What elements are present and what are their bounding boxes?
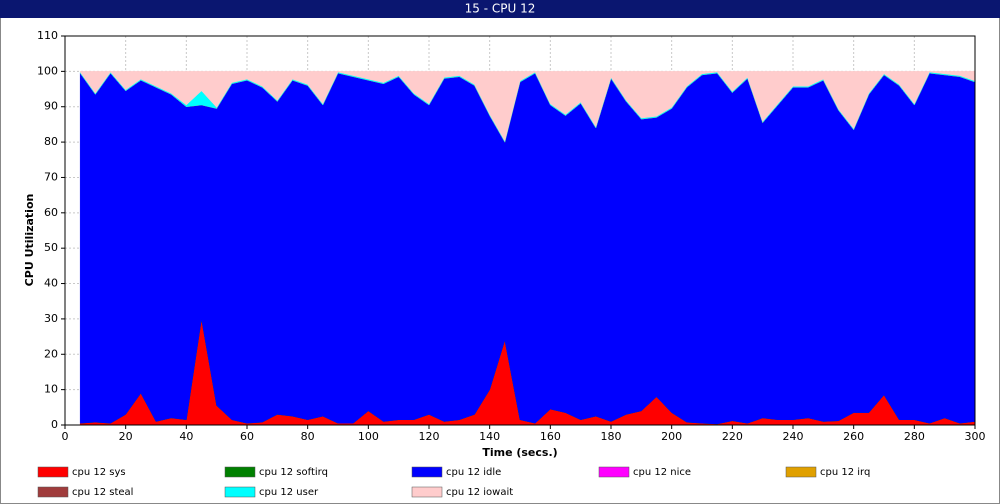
y-tick-label: 10 xyxy=(44,383,58,396)
title-bar xyxy=(0,0,1000,18)
legend-label: cpu 12 sys xyxy=(72,467,126,478)
x-tick-label: 20 xyxy=(119,430,133,443)
x-tick-label: 180 xyxy=(601,430,622,443)
legend-swatch xyxy=(411,466,443,478)
legend-swatch xyxy=(37,486,69,498)
x-tick-label: 140 xyxy=(479,430,500,443)
x-axis-label: Time (secs.) xyxy=(482,446,557,459)
legend-label: cpu 12 iowait xyxy=(446,487,513,498)
legend-label: cpu 12 nice xyxy=(633,467,691,478)
legend-swatch xyxy=(37,466,69,478)
x-tick-label: 220 xyxy=(722,430,743,443)
legend-label: cpu 12 steal xyxy=(72,487,133,498)
legend-swatch xyxy=(224,466,256,478)
legend-label: cpu 12 softirq xyxy=(259,467,328,478)
y-tick-label: 80 xyxy=(44,135,58,148)
y-tick-label: 40 xyxy=(44,277,58,290)
legend-label: cpu 12 idle xyxy=(446,467,501,478)
x-tick-label: 300 xyxy=(965,430,986,443)
x-tick-label: 200 xyxy=(661,430,682,443)
area xyxy=(79,72,976,425)
y-tick-label: 60 xyxy=(44,206,58,219)
x-tick-label: 160 xyxy=(540,430,561,443)
legend-label: cpu 12 irq xyxy=(820,467,870,478)
legend-swatch xyxy=(785,466,817,478)
x-tick-label: 240 xyxy=(783,430,804,443)
x-tick-label: 60 xyxy=(240,430,254,443)
y-tick-label: 50 xyxy=(44,241,58,254)
x-tick-label: 40 xyxy=(179,430,193,443)
x-tick-label: 260 xyxy=(843,430,864,443)
y-tick-label: 90 xyxy=(44,100,58,113)
chart-title: 15 - CPU 12 xyxy=(465,2,536,16)
x-tick-label: 100 xyxy=(358,430,379,443)
y-axis-label: CPU Utilization xyxy=(23,194,36,287)
y-tick-label: 0 xyxy=(51,418,58,431)
legend-swatch xyxy=(598,466,630,478)
legend-swatch xyxy=(411,486,443,498)
y-tick-label: 20 xyxy=(44,347,58,360)
x-tick-label: 280 xyxy=(904,430,925,443)
x-tick-label: 0 xyxy=(62,430,69,443)
legend-label: cpu 12 user xyxy=(259,487,319,498)
y-tick-label: 70 xyxy=(44,170,58,183)
x-tick-label: 80 xyxy=(301,430,315,443)
plot-border xyxy=(64,35,976,426)
y-tick-label: 100 xyxy=(37,64,58,77)
x-tick-label: 120 xyxy=(419,430,440,443)
legend-swatch xyxy=(224,486,256,498)
y-tick-label: 30 xyxy=(44,312,58,325)
y-tick-label: 110 xyxy=(37,29,58,42)
